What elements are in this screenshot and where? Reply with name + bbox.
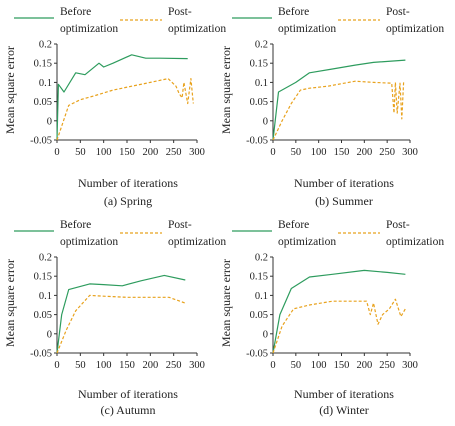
legend: Before optimization Post-optimization xyxy=(14,219,226,248)
legend-label-post: Post- xyxy=(168,219,192,231)
x-tick-label: 50 xyxy=(291,360,302,371)
x-tick-label: 100 xyxy=(96,147,112,158)
series-line-before xyxy=(56,54,188,141)
y-tick-label: 0.1 xyxy=(255,291,268,302)
x-tick-label: 150 xyxy=(334,360,350,371)
x-tick-label: 250 xyxy=(379,147,395,158)
x-tick-label: 50 xyxy=(75,360,86,371)
x-tick-label: 0 xyxy=(54,147,59,158)
x-tick-label: 100 xyxy=(96,360,112,371)
x-tick-label: 300 xyxy=(189,147,205,158)
x-tick-label: 200 xyxy=(142,360,158,371)
x-tick-label: 150 xyxy=(119,147,135,158)
legend-label-before: optimization xyxy=(278,236,336,248)
y-tick-label: 0.1 xyxy=(39,78,52,89)
y-tick-label: 0.15 xyxy=(250,272,268,283)
legend-label-post: Post- xyxy=(386,219,410,231)
y-tick-label: 0.2 xyxy=(39,40,52,51)
y-tick-label: 0.05 xyxy=(250,97,268,108)
legend-label-post: Post- xyxy=(386,6,410,18)
panel-caption: (d) Winter xyxy=(319,403,369,417)
x-tick-label: 300 xyxy=(189,360,205,371)
x-tick-label: 0 xyxy=(270,147,275,158)
legend-label-post: Post- xyxy=(168,6,192,18)
y-tick-label: 0.2 xyxy=(255,253,268,264)
legend-label-before: optimization xyxy=(60,23,118,35)
y-tick-label: 0 xyxy=(263,329,268,340)
panel-caption: (c) Autumn xyxy=(101,403,156,417)
y-axis-label: Mean square error xyxy=(3,259,17,347)
legend-label-post: optimization xyxy=(386,236,444,248)
legend-label-post: optimization xyxy=(386,23,444,35)
x-tick-label: 0 xyxy=(54,360,59,371)
x-tick-label: 50 xyxy=(291,147,302,158)
y-tick-label: -0.05 xyxy=(30,136,52,147)
x-axis-label: Number of iterations xyxy=(78,176,178,190)
y-axis-label: Mean square error xyxy=(3,46,17,134)
panel-caption: (a) Spring xyxy=(104,194,152,208)
legend-label-before: Before xyxy=(60,6,91,18)
x-tick-label: 250 xyxy=(379,360,395,371)
series-line-post xyxy=(272,298,406,354)
y-axis-label: Mean square error xyxy=(219,46,233,134)
x-tick-label: 200 xyxy=(142,147,158,158)
legend-label-before: Before xyxy=(278,6,309,18)
legend-label-post: optimization xyxy=(168,236,226,248)
x-tick-label: 200 xyxy=(356,360,372,371)
y-tick-label: -0.05 xyxy=(246,349,268,360)
y-tick-label: 0 xyxy=(47,116,52,127)
y-tick-label: 0.05 xyxy=(250,310,268,321)
x-tick-label: 150 xyxy=(334,147,350,158)
y-tick-label: 0.15 xyxy=(34,272,52,283)
y-tick-label: 0.05 xyxy=(34,310,52,321)
y-tick-label: 0.2 xyxy=(39,253,52,264)
y-tick-label: 0.1 xyxy=(255,78,268,89)
y-tick-label: 0.05 xyxy=(34,97,52,108)
panel-caption: (b) Summer xyxy=(315,194,373,208)
y-tick-label: 0.15 xyxy=(250,59,268,70)
series-line-post xyxy=(56,294,186,354)
x-tick-label: 150 xyxy=(119,360,135,371)
y-tick-label: 0.15 xyxy=(34,59,52,70)
legend-label-before: optimization xyxy=(60,236,118,248)
legend: Before optimization Post-optimization xyxy=(232,6,444,35)
y-tick-label: -0.05 xyxy=(30,349,52,360)
series-line-before xyxy=(272,59,406,141)
x-axis-label: Number of iterations xyxy=(294,176,394,190)
series-line-before xyxy=(272,269,406,354)
y-tick-label: -0.05 xyxy=(246,136,268,147)
series-line-before xyxy=(56,274,186,354)
y-tick-label: 0 xyxy=(263,116,268,127)
legend: Before optimization Post-optimization xyxy=(14,6,226,35)
x-tick-label: 250 xyxy=(166,147,182,158)
x-tick-label: 100 xyxy=(311,147,327,158)
x-tick-label: 100 xyxy=(311,360,327,371)
x-tick-label: 50 xyxy=(75,147,86,158)
x-tick-label: 0 xyxy=(270,360,275,371)
legend-label-before: optimization xyxy=(278,23,336,35)
y-tick-label: 0 xyxy=(47,329,52,340)
legend: Before optimization Post-optimization xyxy=(232,219,444,248)
legend-label-before: Before xyxy=(60,219,91,231)
y-tick-label: 0.2 xyxy=(255,40,268,51)
x-tick-label: 250 xyxy=(166,360,182,371)
legend-label-before: Before xyxy=(278,219,309,231)
x-axis-label: Number of iterations xyxy=(78,387,178,401)
x-axis-label: Number of iterations xyxy=(294,387,394,401)
series-line-post xyxy=(272,80,405,141)
x-tick-label: 300 xyxy=(402,147,418,158)
legend-label-post: optimization xyxy=(168,23,226,35)
series-line-post xyxy=(56,77,194,141)
x-tick-label: 200 xyxy=(356,147,372,158)
x-tick-label: 300 xyxy=(402,360,418,371)
y-axis-label: Mean square error xyxy=(219,259,233,347)
y-tick-label: 0.1 xyxy=(39,291,52,302)
